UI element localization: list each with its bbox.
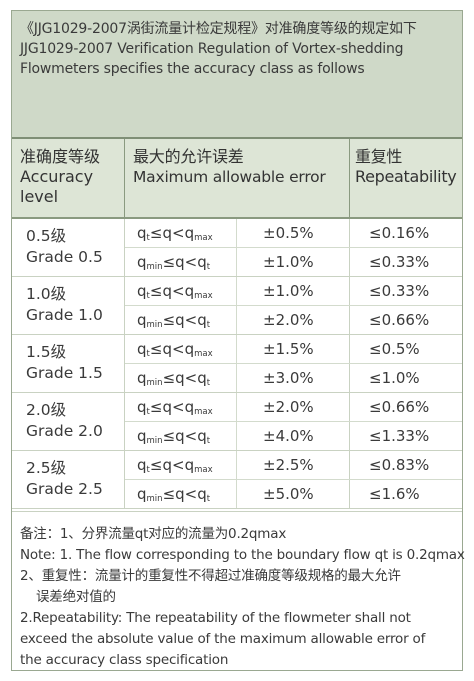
max-error-low-flow: ±4.0%: [237, 422, 350, 450]
grade-row: 1.0级 Grade 1.0 qt≤q<qmax ±1.0% ≤0.33% qmin≤q<…: [12, 277, 462, 335]
condition-high-flow: qt≤q<qmax: [125, 451, 237, 479]
title-box: 《JJG1029-2007涡街流量计检定规程》对准确度等级的规定如下 JJG10…: [12, 11, 462, 139]
title-line-cn: 《JJG1029-2007涡街流量计检定规程》对准确度等级的规定如下: [20, 21, 417, 37]
repeatability-high-flow: ≤0.66%: [369, 398, 430, 416]
grade-name: 2.0级 Grade 2.0: [12, 393, 125, 450]
grade-name: 0.5级 Grade 0.5: [12, 219, 125, 276]
repeatability-high-flow: ≤0.16%: [369, 224, 430, 242]
low-flow-subrow: qmin≤q<qt ±5.0% ≤1.6%: [125, 480, 462, 508]
title-line-en-1: JJG1029-2007 Verification Regulation of …: [20, 41, 404, 57]
grade-name-cn: 0.5级: [26, 227, 67, 245]
condition-high-flow: qt≤q<qmax: [125, 277, 237, 305]
note-1-cn: 备注：1、分界流量qt对应的流量为0.2qmax: [20, 526, 287, 542]
max-error-high-flow: ±2.0%: [237, 393, 350, 421]
max-error-high-flow: ±2.5%: [237, 451, 350, 479]
max-error-low-flow: ±2.0%: [237, 306, 350, 334]
header-repeatability: 重复性 Repeatability: [350, 139, 462, 217]
max-error-high-flow: ±1.0%: [237, 277, 350, 305]
header-accuracy-cn: 准确度等级: [20, 147, 101, 166]
max-error-low-flow: ±1.0%: [237, 248, 350, 276]
note-1-en: Note: 1. The flow corresponding to the b…: [20, 547, 465, 563]
max-error-high-flow: ±1.5%: [237, 335, 350, 363]
notes-section: 备注：1、分界流量qt对应的流量为0.2qmax Note: 1. The fl…: [12, 511, 465, 670]
grade-name-cn: 2.5级: [26, 459, 67, 477]
condition-low-flow: qmin≤q<qt: [125, 364, 237, 392]
repeatability-low-flow: ≤1.33%: [369, 427, 430, 445]
low-flow-subrow: qmin≤q<qt ±4.0% ≤1.33%: [125, 422, 462, 450]
high-flow-subrow: qt≤q<qmax ±1.0% ≤0.33%: [125, 277, 462, 306]
header-max-error: 最大的允许误差 Maximum allowable error: [125, 139, 350, 217]
repeatability-low-flow: ≤1.6%: [369, 485, 420, 503]
grade-row: 1.5级 Grade 1.5 qt≤q<qmax ±1.5% ≤0.5% qmin≤q<q…: [12, 335, 462, 393]
grade-name: 1.5级 Grade 1.5: [12, 335, 125, 392]
grade-name-cn: 1.0级: [26, 285, 67, 303]
condition-low-flow: qmin≤q<qt: [125, 480, 237, 508]
condition-high-flow: qt≤q<qmax: [125, 219, 237, 247]
grade-row: 0.5级 Grade 0.5 qt≤q<qmax ±0.5% ≤0.16% qmin≤q<…: [12, 219, 462, 277]
repeatability-high-flow: ≤0.5%: [369, 340, 420, 358]
repeatability-low-flow: ≤1.0%: [369, 369, 420, 387]
grade-name-en: Grade 0.5: [26, 248, 103, 266]
accuracy-specification-sheet: 《JJG1029-2007涡街流量计检定规程》对准确度等级的规定如下 JJG10…: [11, 10, 465, 671]
grade-name-en: Grade 1.0: [26, 306, 103, 324]
header-error-cn: 最大的允许误差: [133, 147, 244, 166]
high-flow-subrow: qt≤q<qmax ±2.5% ≤0.83%: [125, 451, 462, 480]
header-accuracy-en-1: Accuracy: [20, 167, 94, 186]
high-flow-subrow: qt≤q<qmax ±0.5% ≤0.16%: [125, 219, 462, 248]
table-header: 准确度等级 Accuracy level 最大的允许误差 Maximum all…: [12, 139, 462, 219]
condition-low-flow: qmin≤q<qt: [125, 306, 237, 334]
header-repeat-en: Repeatability: [355, 167, 457, 186]
header-repeat-cn: 重复性: [355, 147, 403, 166]
repeatability-low-flow: ≤0.66%: [369, 311, 430, 329]
grade-name-en: Grade 2.0: [26, 422, 103, 440]
header-accuracy-en-2: level: [20, 187, 59, 206]
grade-row: 2.0级 Grade 2.0 qt≤q<qmax ±2.0% ≤0.66% qmin≤q<…: [12, 393, 462, 451]
title-line-en-2: Flowmeters specifies the accuracy class …: [20, 61, 365, 77]
condition-high-flow: qt≤q<qmax: [125, 335, 237, 363]
note-2-en-b: exceed the absolute value of the maximum…: [20, 631, 426, 647]
low-flow-subrow: qmin≤q<qt ±1.0% ≤0.33%: [125, 248, 462, 276]
high-flow-subrow: qt≤q<qmax ±2.0% ≤0.66%: [125, 393, 462, 422]
condition-high-flow: qt≤q<qmax: [125, 393, 237, 421]
low-flow-subrow: qmin≤q<qt ±3.0% ≤1.0%: [125, 364, 462, 392]
repeatability-high-flow: ≤0.83%: [369, 456, 430, 474]
note-2-en-c: the accuracy class specification: [20, 652, 229, 668]
condition-low-flow: qmin≤q<qt: [125, 422, 237, 450]
grade-name: 1.0级 Grade 1.0: [12, 277, 125, 334]
max-error-high-flow: ±0.5%: [237, 219, 350, 247]
note-2-cn-b: 误差绝对值的: [36, 589, 116, 605]
repeatability-low-flow: ≤0.33%: [369, 253, 430, 271]
grade-name: 2.5级 Grade 2.5: [12, 451, 125, 508]
grade-name-cn: 2.0级: [26, 401, 67, 419]
header-accuracy-level: 准确度等级 Accuracy level: [12, 139, 125, 217]
condition-low-flow: qmin≤q<qt: [125, 248, 237, 276]
note-2-cn-a: 2、重复性：流量计的重复性不得超过准确度等级规格的最大允许: [20, 568, 401, 584]
max-error-low-flow: ±5.0%: [237, 480, 350, 508]
grade-name-cn: 1.5级: [26, 343, 67, 361]
max-error-low-flow: ±3.0%: [237, 364, 350, 392]
grade-row: 2.5级 Grade 2.5 qt≤q<qmax ±2.5% ≤0.83% qmin≤q<…: [12, 451, 462, 509]
high-flow-subrow: qt≤q<qmax ±1.5% ≤0.5%: [125, 335, 462, 364]
grade-name-en: Grade 1.5: [26, 364, 103, 382]
note-2-en-a: 2.Repeatability: The repeatability of th…: [20, 610, 411, 626]
grade-name-en: Grade 2.5: [26, 480, 103, 498]
repeatability-high-flow: ≤0.33%: [369, 282, 430, 300]
low-flow-subrow: qmin≤q<qt ±2.0% ≤0.66%: [125, 306, 462, 334]
header-error-en: Maximum allowable error: [133, 168, 326, 186]
